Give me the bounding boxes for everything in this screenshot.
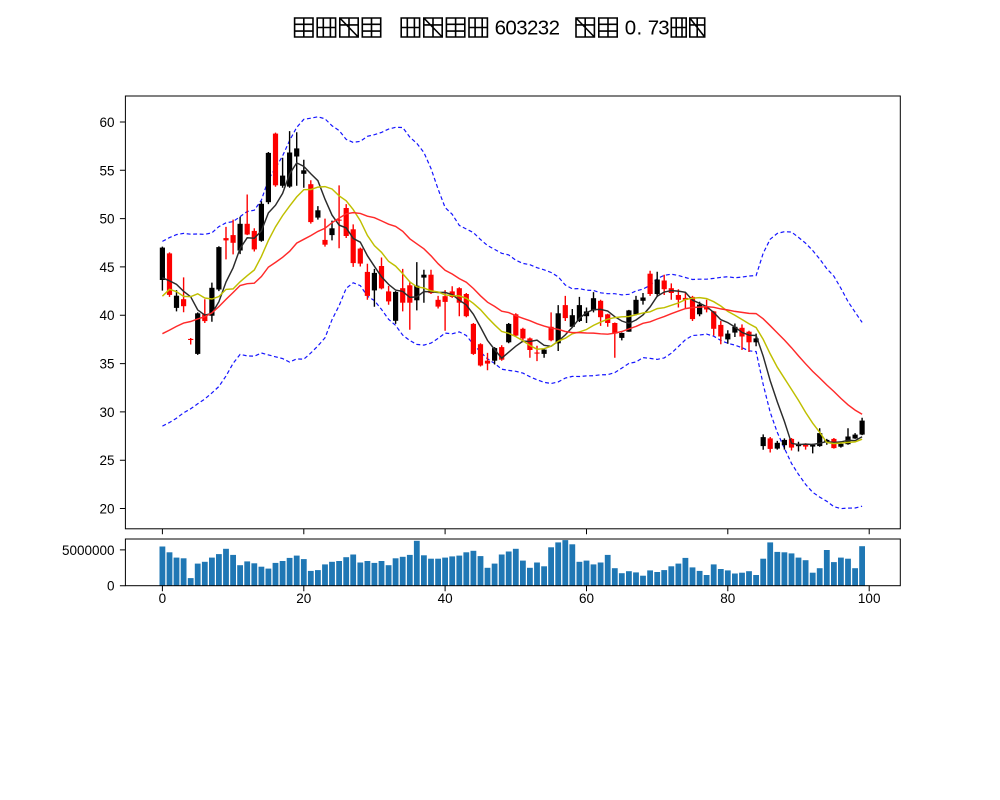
svg-text:20: 20 xyxy=(99,502,114,517)
svg-text:30: 30 xyxy=(99,405,114,420)
svg-text:50: 50 xyxy=(99,212,114,227)
svg-text:60: 60 xyxy=(99,115,114,130)
svg-text:603232: 603232 xyxy=(495,17,560,40)
svg-text:40: 40 xyxy=(99,308,114,323)
svg-text:0: 0 xyxy=(625,17,636,40)
svg-text:35: 35 xyxy=(99,357,114,372)
svg-text:0: 0 xyxy=(107,579,115,594)
svg-text:20: 20 xyxy=(296,591,311,606)
svg-text:5000000: 5000000 xyxy=(62,543,115,558)
svg-text:73: 73 xyxy=(648,17,669,40)
svg-text:60: 60 xyxy=(579,591,594,606)
svg-text:25: 25 xyxy=(99,453,114,468)
svg-text:0: 0 xyxy=(159,591,167,606)
svg-text:55: 55 xyxy=(99,163,114,178)
svg-text:40: 40 xyxy=(438,591,453,606)
svg-text:80: 80 xyxy=(720,591,735,606)
svg-text:.: . xyxy=(637,17,643,40)
svg-text:45: 45 xyxy=(99,260,114,275)
svg-text:100: 100 xyxy=(858,591,881,606)
